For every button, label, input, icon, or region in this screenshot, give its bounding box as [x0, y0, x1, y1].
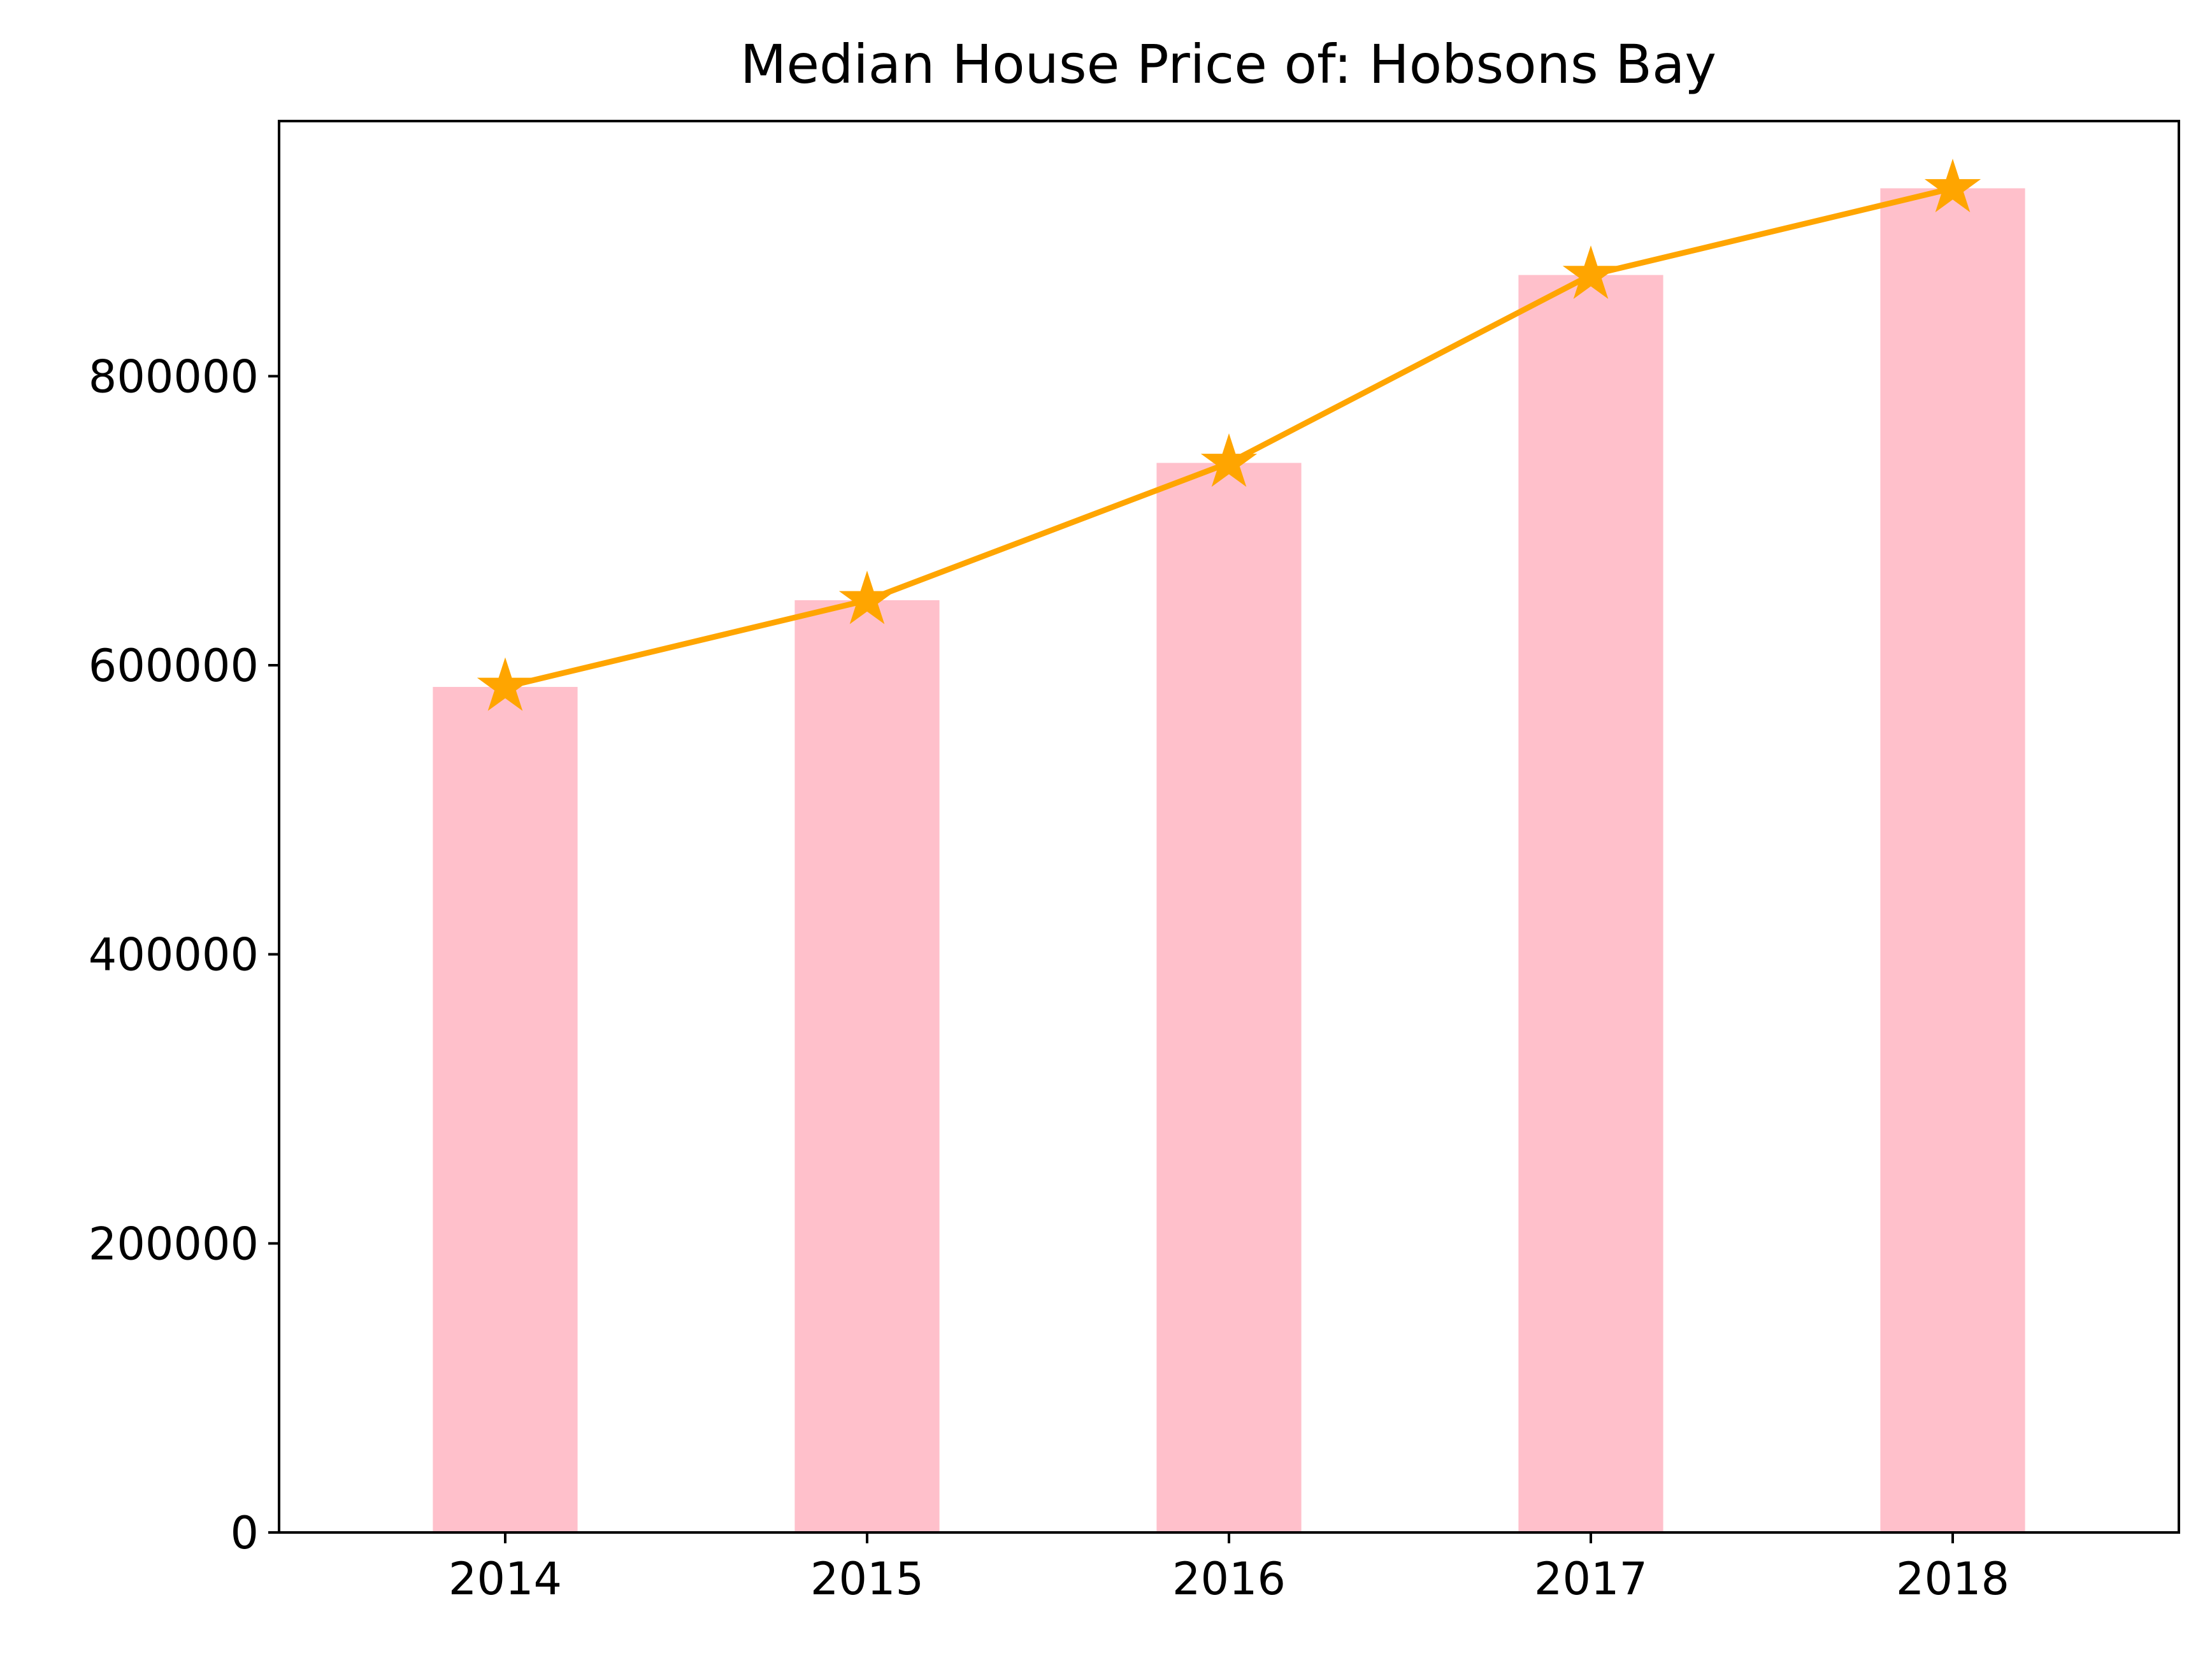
x-tick-label: 2015 [810, 1553, 924, 1605]
axes-layer: 0 200000 400000 600000 800000 2014 2015 2016 201… [89, 120, 2180, 1605]
point-marker-2015 [838, 570, 896, 624]
x-tick-label: 2014 [449, 1553, 562, 1605]
point-marker-2014 [477, 657, 534, 711]
chart-title: Median House Price of: Hobsons Bay [740, 33, 1716, 96]
y-tick-label: 800000 [89, 350, 259, 403]
y-tick-label: 0 [230, 1507, 259, 1559]
point-marker-2016 [1200, 433, 1258, 487]
y-tick-label: 600000 [89, 640, 259, 692]
bar-2016 [1156, 463, 1302, 1533]
bar-2015 [794, 600, 940, 1533]
point-marker-2018 [1924, 159, 1981, 213]
bar-2018 [1880, 188, 2025, 1533]
bars-layer [433, 188, 2025, 1533]
x-tick-label: 2016 [1172, 1553, 1286, 1605]
y-tick-label: 400000 [89, 929, 259, 981]
x-tick-label: 2017 [1534, 1553, 1648, 1605]
bar-2014 [433, 687, 578, 1532]
point-marker-2017 [1562, 245, 1620, 299]
line-layer [477, 159, 1981, 711]
x-tick-label: 2018 [1896, 1553, 2009, 1605]
y-tick-label: 200000 [89, 1218, 259, 1270]
bar-2017 [1518, 275, 1663, 1533]
